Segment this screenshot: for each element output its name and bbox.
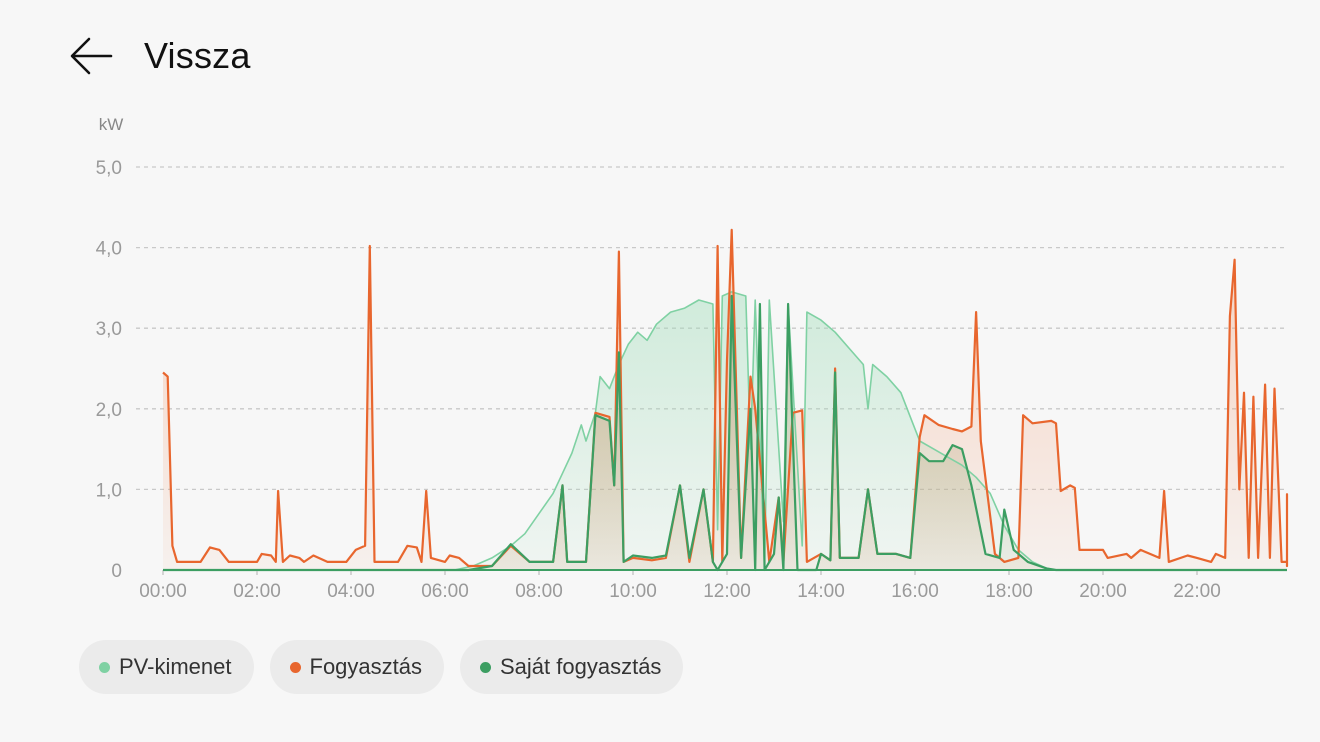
self-consumption-line (163, 294, 1287, 572)
header: Vissza (68, 26, 251, 86)
legend: PV-kimenet Fogyasztás Saját fogyasztás (79, 640, 684, 694)
pv-output-line (163, 291, 1287, 571)
legend-dot (99, 661, 110, 673)
x-tick-label: 12:00 (703, 581, 751, 602)
y-tick-label: 2,0 (96, 400, 122, 421)
y-tick-label: 5,0 (96, 158, 122, 179)
consumption-area (163, 229, 1287, 570)
power-chart[interactable]: kW 0 1,0 2,0 3,0 4,0 5,0 00:00 02:00 04:00 06:00 08… (0, 100, 1320, 610)
x-tick-label: 10:00 (609, 581, 657, 602)
legend-dot (480, 661, 491, 673)
legend-pv-output[interactable]: PV-kimenet (79, 640, 254, 694)
legend-label: Fogyasztás (309, 654, 423, 679)
x-tick-label: 20:00 (1079, 581, 1127, 602)
legend-label: PV-kimenet (119, 654, 232, 679)
consumption-line (162, 228, 1289, 568)
x-tick-label: 02:00 (233, 581, 281, 602)
legend-dot (289, 661, 301, 673)
arrow-left-icon (70, 37, 113, 75)
x-tick-label: 06:00 (421, 581, 469, 602)
x-tick-label: 22:00 (1173, 581, 1221, 602)
y-tick-label: 4,0 (96, 239, 122, 260)
y-tick-label: 1,0 (96, 480, 122, 501)
x-tick-label: 08:00 (515, 581, 563, 602)
x-tick-label: 18:00 (985, 581, 1033, 602)
legend-consumption[interactable]: Fogyasztás (269, 640, 444, 694)
y-tick-label: 3,0 (96, 319, 122, 340)
y-axis-unit-label: kW (99, 115, 124, 134)
page-title: Vissza (144, 35, 251, 76)
back-button[interactable] (68, 33, 114, 79)
y-tick-label: 0 (111, 561, 122, 582)
x-tick-label: 04:00 (327, 581, 375, 602)
x-tick-label: 00:00 (139, 581, 187, 602)
legend-label: Saját fogyasztás (500, 654, 662, 679)
legend-self-consumption[interactable]: Saját fogyasztás (460, 640, 684, 694)
x-tick-label: 16:00 (891, 581, 939, 602)
chart-svg: kW 0 1,0 2,0 3,0 4,0 5,0 00:00 02:00 04:00 06:00 08… (96, 115, 1289, 602)
x-tick-label: 14:00 (797, 581, 845, 602)
